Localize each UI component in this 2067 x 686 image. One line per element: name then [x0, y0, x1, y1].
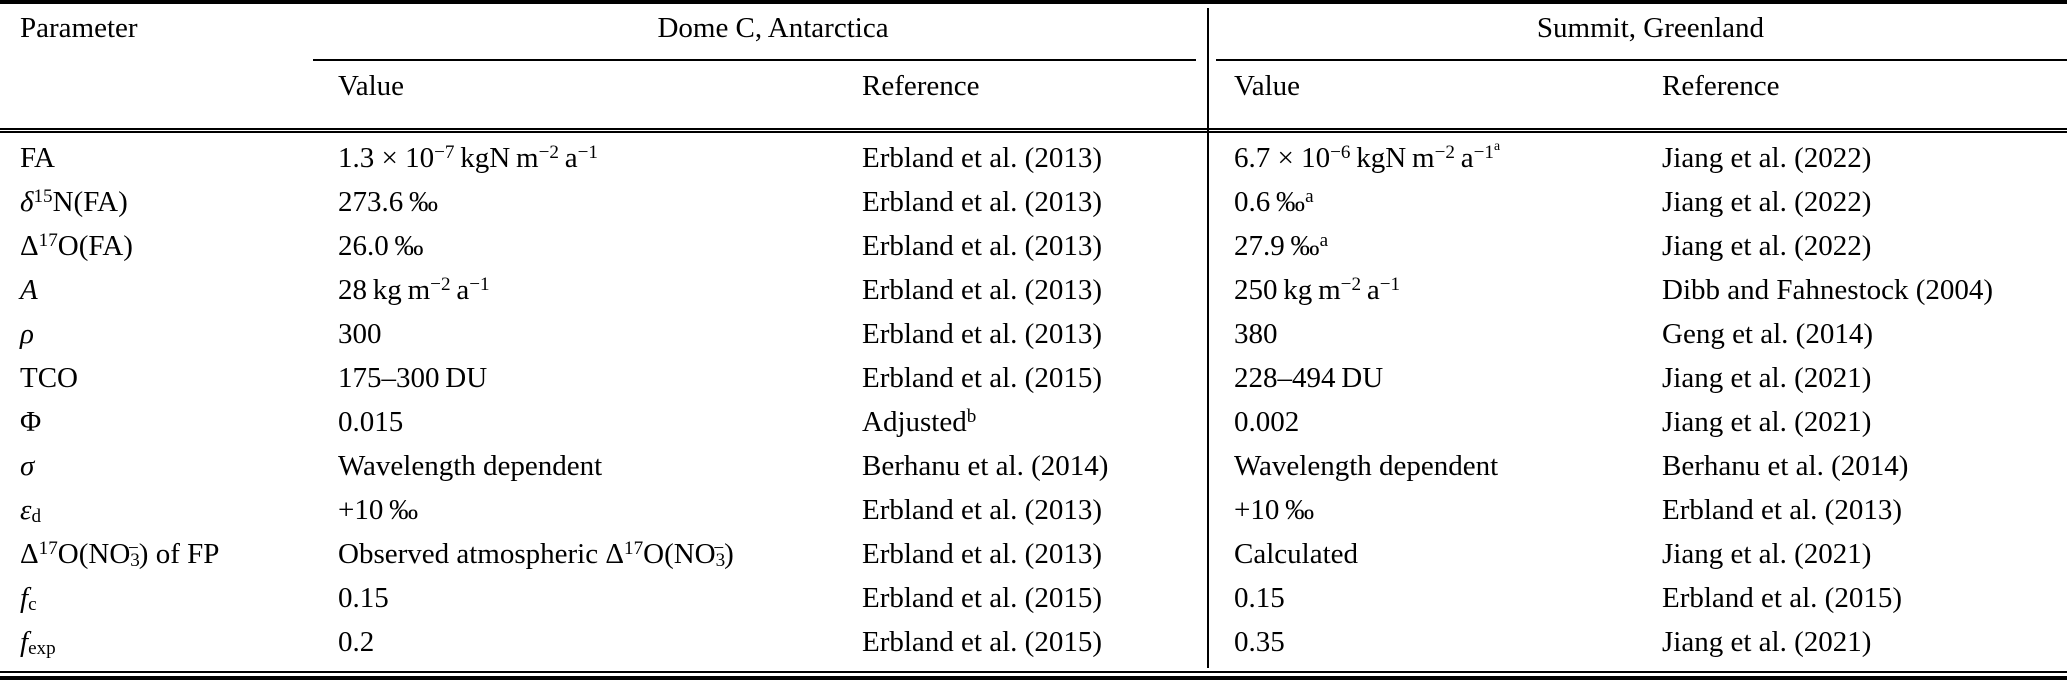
table-row: Φ 0.015 Adjustedb 0.002 Jiang et al. (20…: [0, 400, 2067, 444]
dome-c-reference-cell: Erbland et al. (2013): [862, 273, 1102, 306]
dome-c-reference-cell: Berhanu et al. (2014): [862, 449, 1109, 482]
summit-reference-cell: Erbland et al. (2013): [1662, 493, 1902, 526]
param-cell: εd: [20, 493, 41, 528]
summit-value-cell: 380: [1234, 317, 1278, 350]
table-bottom-rule-thin: [0, 671, 2067, 673]
table-top-rule: [0, 0, 2067, 4]
summit-value-cell: 6.7 × 10−6 kgN m−2 a−1a: [1234, 138, 1501, 174]
summit-value-cell: 0.35: [1234, 625, 1285, 658]
table-row: FA 1.3 × 10−7 kgN m−2 a−1 Erbland et al.…: [0, 136, 2067, 180]
param-cell: Δ17O(FA): [20, 229, 133, 262]
group-header-dome-c: Dome C, Antarctica: [657, 12, 889, 44]
parameter-column-header: Parameter: [20, 12, 138, 44]
dome-c-reference-header: Reference: [862, 70, 980, 102]
header-bottom-rule-lower: [0, 131, 2067, 133]
summit-reference-cell: Jiang et al. (2021): [1662, 405, 1872, 438]
param-cell: fexp: [20, 625, 56, 660]
dome-c-reference-cell: Erbland et al. (2015): [862, 361, 1102, 394]
table-row: fexp 0.2 Erbland et al. (2015) 0.35 Jian…: [0, 620, 2067, 664]
summit-value-header: Value: [1234, 70, 1301, 102]
param-cell: TCO: [20, 361, 78, 394]
param-cell: fc: [20, 581, 37, 616]
summit-reference-cell: Jiang et al. (2021): [1662, 625, 1872, 658]
param-cell: A: [20, 273, 38, 306]
dome-c-value-cell: 26.0 ‰: [338, 229, 424, 262]
header-bottom-rule-upper: [0, 128, 2067, 130]
summit-reference-header: Reference: [1662, 70, 1780, 102]
table-body: FA 1.3 × 10−7 kgN m−2 a−1 Erbland et al.…: [0, 136, 2067, 664]
dome-c-reference-cell: Erbland et al. (2013): [862, 229, 1102, 262]
summit-value-cell: 0.002: [1234, 405, 1300, 438]
table-row: δ15N(FA) 273.6 ‰ Erbland et al. (2013) 0…: [0, 180, 2067, 224]
table-row: Δ17O(FA) 26.0 ‰ Erbland et al. (2013) 27…: [0, 224, 2067, 268]
dome-c-reference-cell: Erbland et al. (2015): [862, 581, 1102, 614]
summit-reference-cell: Berhanu et al. (2014): [1662, 449, 1909, 482]
summit-group-rule: [1216, 59, 2067, 61]
dome-c-reference-cell: Erbland et al. (2013): [862, 185, 1102, 218]
summit-value-cell: 27.9 ‰a: [1234, 229, 1329, 262]
dome-c-value-header: Value: [338, 70, 405, 102]
dome-c-value-cell: 0.15: [338, 581, 389, 614]
table-row: fc 0.15 Erbland et al. (2015) 0.15 Erbla…: [0, 576, 2067, 620]
table-row: A 28 kg m−2 a−1 Erbland et al. (2013) 25…: [0, 268, 2067, 312]
dome-c-value-cell: 300: [338, 317, 382, 350]
dome-c-value-cell: +10 ‰: [338, 493, 419, 526]
param-cell: δ15N(FA): [20, 185, 128, 218]
dome-c-reference-cell: Erbland et al. (2013): [862, 537, 1102, 570]
summit-reference-cell: Dibb and Fahnestock (2004): [1662, 273, 1994, 306]
dome-c-value-cell: Wavelength dependent: [338, 449, 603, 482]
summit-reference-cell: Jiang et al. (2022): [1662, 229, 1872, 262]
dome-c-value-cell: Observed atmospheric Δ17O(NO3−): [338, 537, 734, 572]
table-row: εd +10 ‰ Erbland et al. (2013) +10 ‰ Erb…: [0, 488, 2067, 532]
summit-value-cell: Wavelength dependent: [1234, 449, 1499, 482]
summit-reference-cell: Jiang et al. (2021): [1662, 361, 1872, 394]
dome-c-value-cell: 0.2: [338, 625, 375, 658]
table-row: TCO 175–300 DU Erbland et al. (2015) 228…: [0, 356, 2067, 400]
dome-c-value-cell: 175–300 DU: [338, 361, 488, 394]
dome-c-group-rule: [313, 59, 1196, 61]
table-row: ρ 300 Erbland et al. (2013) 380 Geng et …: [0, 312, 2067, 356]
summit-reference-cell: Erbland et al. (2015): [1662, 581, 1902, 614]
table-row: Δ17O(NO3−) of FP Observed atmospheric Δ1…: [0, 532, 2067, 576]
dome-c-reference-cell: Erbland et al. (2015): [862, 625, 1102, 658]
summit-reference-cell: Geng et al. (2014): [1662, 317, 1873, 350]
summit-value-cell: 0.6 ‰a: [1234, 185, 1314, 218]
dome-c-reference-cell: Adjustedb: [862, 405, 977, 438]
summit-value-cell: 0.15: [1234, 581, 1285, 614]
group-header-summit: Summit, Greenland: [1536, 12, 1765, 44]
param-cell: Φ: [20, 405, 42, 438]
summit-reference-cell: Jiang et al. (2022): [1662, 185, 1872, 218]
dome-c-value-cell: 1.3 × 10−7 kgN m−2 a−1: [338, 141, 598, 174]
dome-c-reference-cell: Erbland et al. (2013): [862, 493, 1102, 526]
dome-c-value-cell: 273.6 ‰: [338, 185, 439, 218]
table-row: σ Wavelength dependent Berhanu et al. (2…: [0, 444, 2067, 488]
summit-value-cell: 250 kg m−2 a−1: [1234, 273, 1401, 306]
summit-value-cell: 228–494 DU: [1234, 361, 1384, 394]
dome-c-value-cell: 28 kg m−2 a−1: [338, 273, 490, 306]
summit-value-cell: Calculated: [1234, 537, 1359, 570]
summit-reference-cell: Jiang et al. (2022): [1662, 141, 1872, 174]
table-bottom-rule-thick: [0, 676, 2067, 680]
param-cell: FA: [20, 141, 55, 174]
param-cell: σ: [20, 449, 35, 482]
dome-c-reference-cell: Erbland et al. (2013): [862, 141, 1102, 174]
dome-c-reference-cell: Erbland et al. (2013): [862, 317, 1102, 350]
summit-reference-cell: Jiang et al. (2021): [1662, 537, 1872, 570]
summit-value-cell: +10 ‰: [1234, 493, 1315, 526]
dome-c-value-cell: 0.015: [338, 405, 404, 438]
param-cell: ρ: [20, 317, 34, 350]
column-divider: [1207, 8, 1209, 668]
param-cell: Δ17O(NO3−) of FP: [20, 537, 220, 572]
